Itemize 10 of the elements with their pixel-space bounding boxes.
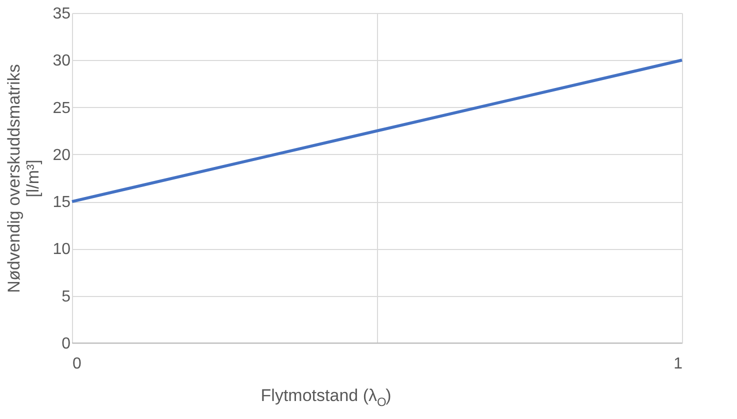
y-tick-label: 5 <box>62 288 71 306</box>
x-tick-label: 1 <box>674 356 683 372</box>
y-axis-title: Nødvendig overskuddsmatriks [l/m³] <box>4 64 43 293</box>
y-tick-label: 10 <box>52 241 71 258</box>
y-tick-label: 0 <box>62 336 71 352</box>
y-tick-label: 25 <box>52 100 71 117</box>
y-tick-label: 35 <box>52 6 71 22</box>
y-tick-label: 20 <box>52 146 71 164</box>
y-tick-label: 15 <box>52 194 71 212</box>
y-tick-label: 30 <box>52 52 71 70</box>
